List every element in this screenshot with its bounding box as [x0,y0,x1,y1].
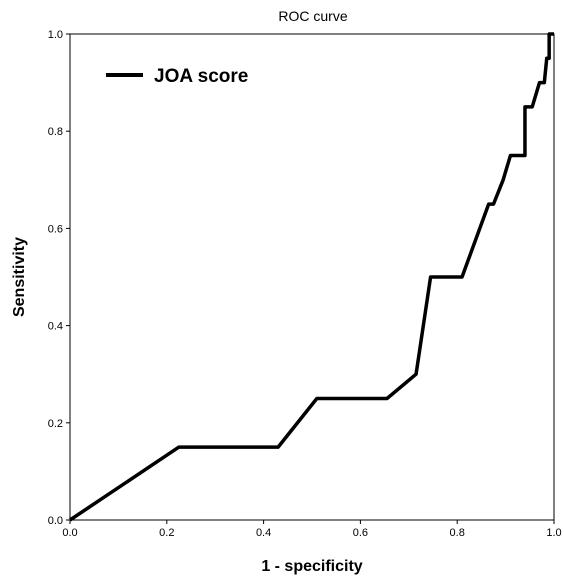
x-tick-label: 0.8 [450,527,465,539]
y-axis-ticks: 0.0 0.2 0.4 0.6 0.8 1.0 [48,29,70,527]
y-tick-label: 0.2 [48,418,63,430]
x-axis-title: 1 - specificity [261,558,362,575]
x-tick-label: 0.4 [256,527,271,539]
y-tick-label: 0.0 [48,515,63,527]
series-line-0 [69,32,554,522]
legend-label-joa-score: JOA score [154,66,248,87]
x-tick-label: 0.2 [159,527,174,539]
plot-frame [69,33,555,521]
x-axis-ticks: 0.0 0.2 0.4 0.6 0.8 1.0 [62,520,562,539]
series-layer [69,32,554,522]
y-tick-label: 0.4 [48,321,63,333]
x-tick-label: 0.6 [353,527,368,539]
y-tick-label: 0.8 [48,126,63,138]
x-tick-label: 1.0 [546,527,561,539]
x-tick-label: 0.0 [62,527,77,539]
y-tick-label: 1.0 [48,29,63,41]
y-tick-label: 0.6 [48,223,63,235]
chart-title: ROC curve [278,8,347,24]
y-axis-title: Sensitivity [11,237,28,317]
legend: JOA score [106,66,248,87]
